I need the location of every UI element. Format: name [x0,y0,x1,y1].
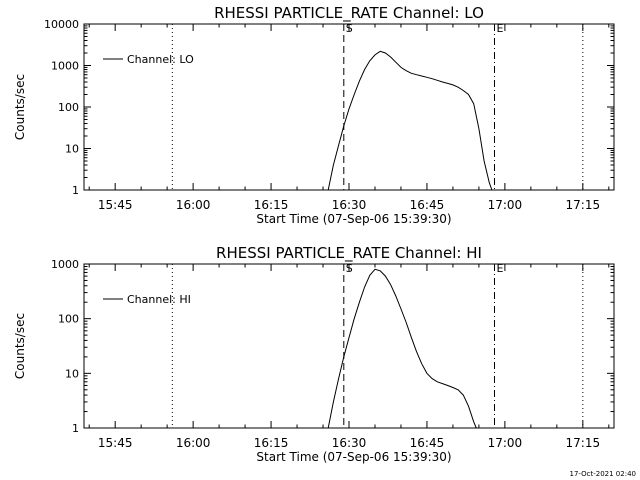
time-marker-label: E [496,22,503,35]
time-marker-label: S [346,262,353,275]
x-tick-label: 16:15 [254,436,289,450]
x-tick-label: 17:00 [488,436,523,450]
y-tick-label: 10 [65,143,79,156]
legend-label: Channel: HI [127,293,191,306]
series-line [327,268,477,429]
y-tick-label: 1 [72,184,79,197]
x-axis-label: Start Time (07-Sep-06 15:39:30) [256,450,451,464]
x-axis-label: Start Time (07-Sep-06 15:39:30) [256,212,451,226]
x-tick-label: 17:15 [566,436,601,450]
footer-timestamp: 17-Oct-2021 02:40 [570,470,636,478]
x-tick-label: 16:00 [176,436,211,450]
x-tick-label: 17:00 [488,198,523,212]
x-tick-label: 16:30 [332,436,367,450]
y-axis-label: Counts/sec [13,74,27,140]
x-tick-label: 16:00 [176,198,211,212]
y-axis-label: Counts/sec [13,313,27,379]
y-tick-label: 100 [58,101,79,114]
y-tick-label: 100 [58,313,79,326]
y-tick-label: 1 [72,422,79,435]
y-tick-label: 10 [65,367,79,380]
x-tick-label: 15:45 [98,198,133,212]
y-tick-label: 1000 [51,258,79,271]
y-tick-label: 1000 [51,60,79,73]
time-marker-label: E [496,262,503,275]
x-tick-label: 16:45 [410,198,445,212]
lo-channel-panel: RHESSI PARTICLE_RATE Channel: LO 1 10 100 10… [13,4,615,226]
hi-channel-panel: RHESSI PARTICLE_RATE Channel: HI 1 10 100 10… [13,244,615,464]
x-tick-label: 16:30 [332,198,367,212]
time-marker-label: S [346,22,353,35]
x-tick-label: 16:45 [410,436,445,450]
chart-title: RHESSI PARTICLE_RATE Channel: HI [216,244,482,263]
series-line [327,50,493,191]
x-tick-label: 17:15 [566,198,601,212]
x-tick-label: 16:15 [254,198,289,212]
x-tick-label: 15:45 [98,436,133,450]
chart-title: RHESSI PARTICLE_RATE Channel: LO [214,4,484,23]
legend-label: Channel: LO [127,53,194,66]
y-tick-label: 10000 [44,18,79,31]
